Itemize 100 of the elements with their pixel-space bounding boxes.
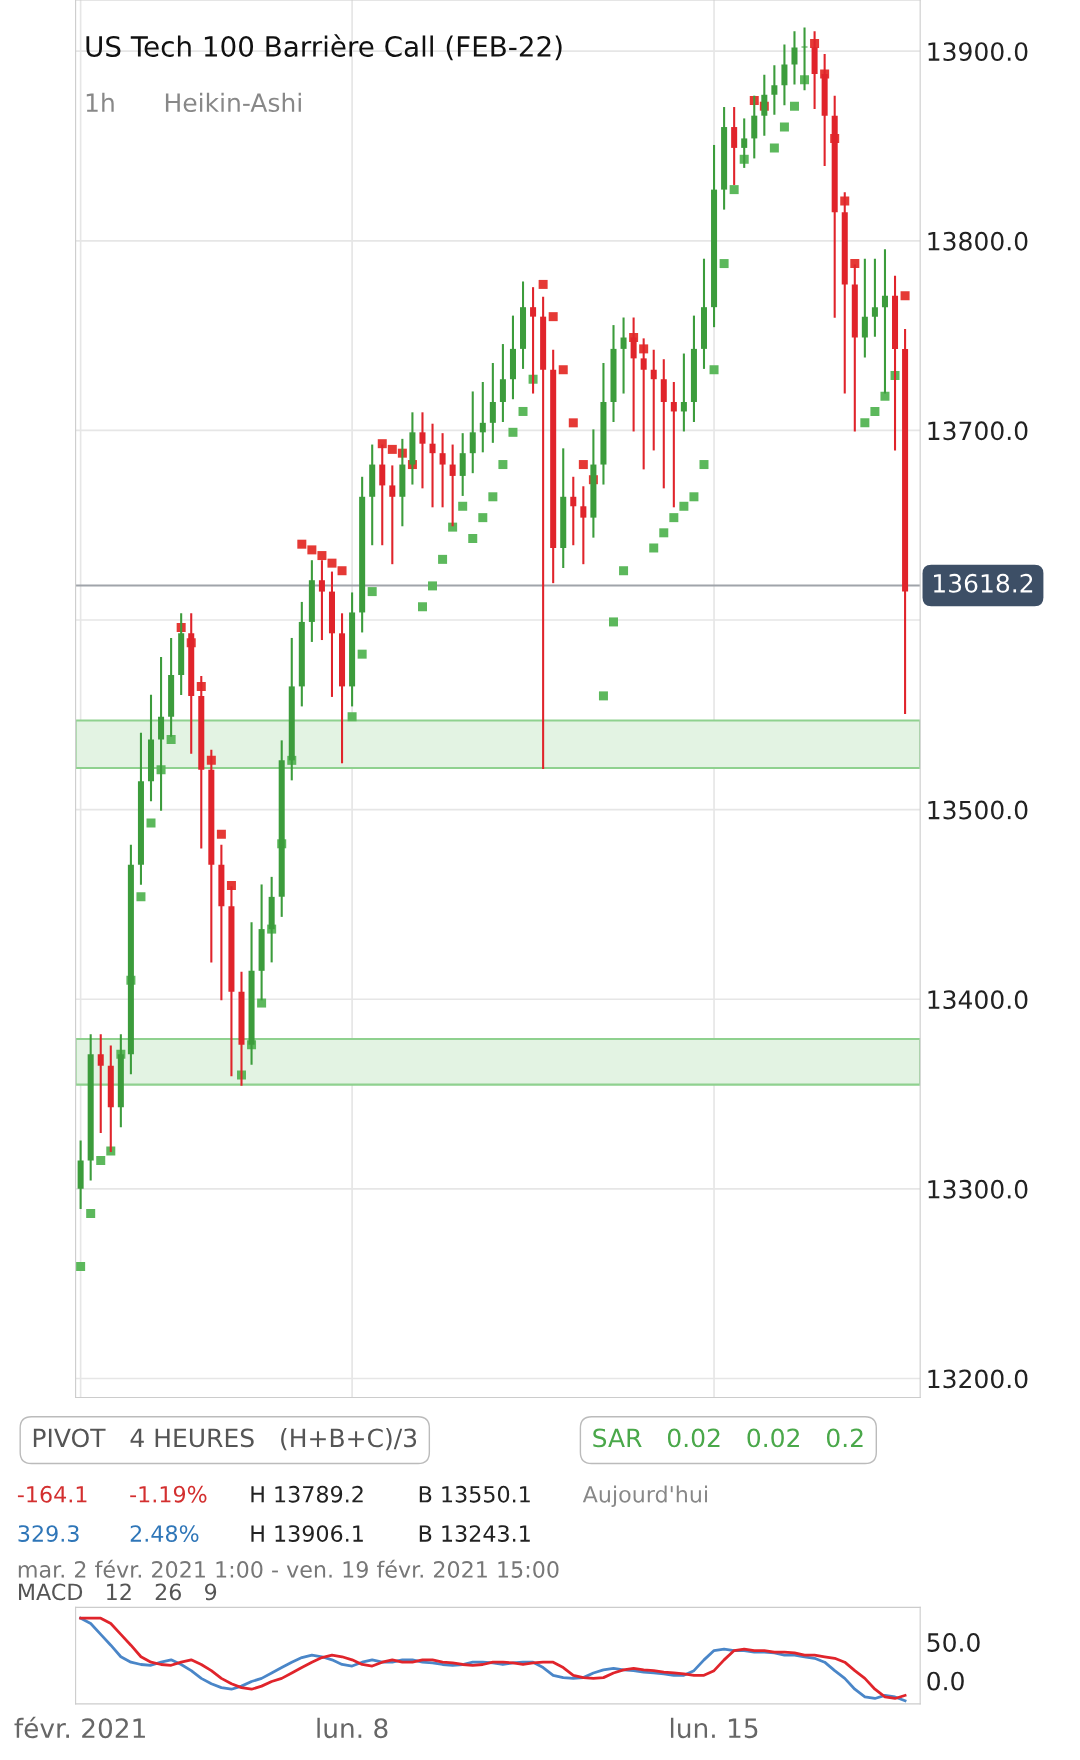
text: H 13789.2 — [251, 1485, 363, 1503]
point — [508, 427, 518, 437]
point — [136, 892, 146, 902]
text: -1.19% — [130, 1485, 207, 1503]
point — [297, 539, 307, 549]
point — [578, 460, 588, 470]
point — [347, 712, 357, 722]
point — [428, 581, 438, 591]
point — [498, 460, 508, 470]
candlestick — [680, 353, 687, 432]
candlestick — [318, 560, 325, 641]
candlestick — [771, 65, 778, 115]
point — [327, 558, 337, 568]
point — [860, 418, 870, 428]
candlestick — [781, 44, 788, 106]
text: US Tech 100 Barrière Call (FEB-22) — [86, 34, 562, 61]
point — [317, 551, 327, 561]
candlestick — [650, 349, 657, 451]
point — [679, 501, 689, 511]
y-tick-label: 0.0 — [927, 1671, 964, 1691]
point — [779, 122, 789, 132]
point — [337, 566, 347, 576]
text: PIVOT 4 HEURES (H+B+C)/3 — [33, 1428, 417, 1451]
point — [488, 492, 498, 502]
x-tick-label: févr. 2021 — [14, 1716, 145, 1739]
candlestick — [429, 423, 436, 508]
point — [216, 829, 226, 839]
candlestick — [570, 476, 577, 546]
point — [619, 566, 629, 576]
point — [609, 617, 618, 627]
point — [96, 1155, 106, 1165]
point — [86, 1209, 96, 1219]
y-tick-label: 13300.0 — [928, 1179, 1028, 1199]
point — [538, 279, 548, 289]
candlestick — [620, 317, 627, 394]
point — [377, 439, 387, 449]
point — [558, 365, 568, 375]
candlestick — [540, 296, 547, 769]
y-tick-label: 13500.0 — [928, 800, 1028, 820]
point — [76, 1262, 86, 1272]
candlestick — [499, 344, 506, 422]
x-tick-label: lun. 8 — [317, 1717, 388, 1739]
point — [387, 444, 397, 454]
y-tick-label: 13800.0 — [928, 231, 1028, 251]
point — [659, 528, 669, 538]
y-tick-label: 13400.0 — [928, 990, 1028, 1010]
point — [458, 501, 468, 511]
text: B 13243.1 — [419, 1525, 530, 1542]
chart-title: MACD 12 26 9 — [19, 1583, 217, 1601]
point — [900, 291, 910, 301]
point — [598, 691, 608, 701]
point — [850, 259, 860, 269]
text: -164.1 — [17, 1485, 87, 1503]
y-tick-label: 13700.0 — [928, 421, 1028, 441]
point — [226, 880, 236, 890]
y-tick-label: 50.0 — [927, 1633, 980, 1652]
point — [367, 587, 377, 597]
point — [649, 543, 659, 553]
candlestick — [791, 31, 798, 85]
text: SAR 0.02 0.02 0.2 — [593, 1428, 863, 1448]
candlestick — [731, 107, 738, 185]
point — [669, 513, 679, 523]
point — [709, 365, 719, 375]
candlestick — [871, 258, 878, 337]
point — [417, 602, 427, 612]
point — [166, 734, 176, 744]
candlestick — [469, 391, 476, 474]
candlestick — [660, 359, 667, 489]
point — [568, 418, 578, 428]
text: H 13906.1 — [251, 1525, 363, 1542]
point — [548, 312, 558, 322]
y-tick-label: 13200.0 — [928, 1369, 1028, 1389]
point — [257, 998, 267, 1008]
point — [870, 406, 880, 416]
text: 329.3 — [18, 1525, 79, 1542]
candlestick — [97, 1034, 104, 1134]
y-tick-label: 13900.0 — [928, 42, 1028, 62]
point — [719, 259, 729, 269]
point — [880, 391, 890, 401]
candlestick — [479, 381, 486, 453]
candlestick — [489, 363, 496, 443]
point — [357, 649, 367, 659]
ref-line-label: 13618.2 — [934, 573, 1033, 593]
point — [689, 492, 699, 502]
point — [146, 818, 156, 828]
point — [769, 143, 779, 153]
x-tick-label: lun. 15 — [670, 1717, 758, 1739]
candlestick — [389, 465, 396, 565]
text: mar. 2 févr. 2021 1:00 - ven. 19 févr. 2021 15:00 — [18, 1559, 559, 1578]
text: 1h Heikin-Ashi — [86, 92, 301, 113]
point — [438, 554, 448, 564]
candlestick — [439, 433, 446, 508]
point — [789, 101, 799, 111]
text: 2.48% — [130, 1525, 199, 1542]
point — [478, 513, 488, 523]
candlestick — [459, 433, 466, 496]
point — [307, 545, 317, 555]
point — [699, 460, 709, 470]
candlestick — [861, 258, 868, 358]
text: Aujourd'hui — [582, 1485, 708, 1507]
